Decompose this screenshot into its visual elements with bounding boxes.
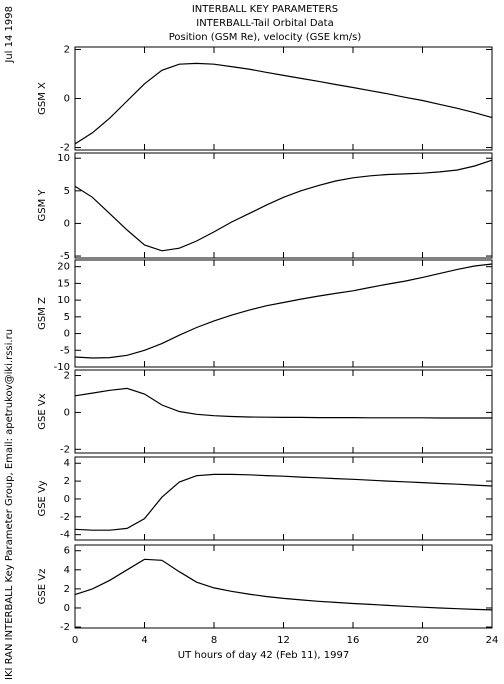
subtitle: INTERBALL-Tail Orbital Data — [196, 18, 333, 29]
y-tick-label: -10 — [54, 362, 70, 373]
y-axis-label: GSM Y — [37, 189, 48, 222]
y-axis-label: GSM X — [37, 82, 48, 115]
y-tick-label: 20 — [57, 262, 70, 273]
x-tick-label: 0 — [72, 635, 78, 646]
y-tick-label: 0 — [64, 407, 70, 418]
y-tick-label: 0 — [64, 494, 70, 505]
plot-frame — [74, 544, 493, 629]
plot-frame — [74, 152, 493, 259]
data-line — [74, 558, 493, 611]
y-tick-label: 2 — [64, 584, 70, 595]
x-tick-label: 16 — [347, 635, 360, 646]
y-tick-label: 0 — [64, 329, 70, 340]
y-tick-label: 10 — [57, 295, 70, 306]
y-tick-label: 0 — [64, 218, 70, 229]
data-line — [74, 159, 493, 252]
y-axis-label: GSE Vx — [37, 393, 48, 429]
y-tick-label: -5 — [60, 345, 70, 356]
plot-frame — [74, 46, 493, 151]
y-tick-label: -2 — [60, 444, 70, 455]
y-tick-label: 4 — [64, 458, 70, 469]
y-tick-label: -4 — [60, 530, 70, 541]
x-tick-label: 8 — [211, 635, 217, 646]
subtitle: Position (GSM Re), velocity (GSE km/s) — [169, 32, 362, 43]
y-tick-label: 15 — [57, 278, 70, 289]
date: Jul 14 1998 — [4, 6, 15, 64]
y-tick-label: 10 — [57, 153, 70, 164]
y-tick-label: 6 — [64, 546, 70, 557]
y-tick-label: -2 — [60, 143, 70, 154]
data-line — [74, 387, 492, 419]
y-axis-label: GSE Vy — [37, 480, 48, 516]
y-tick-label: -2 — [60, 622, 70, 633]
y-tick-label: -5 — [60, 251, 70, 262]
data-line — [74, 62, 493, 145]
data-line — [74, 263, 493, 359]
y-tick-label: -2 — [60, 512, 70, 523]
x-axis-label: UT hours of day 42 (Feb 11), 1997 — [178, 650, 349, 661]
plot-frame — [74, 369, 493, 454]
x-tick-label: 4 — [141, 635, 147, 646]
x-tick-label: 20 — [416, 635, 429, 646]
x-tick-label: 12 — [277, 635, 290, 646]
plot-frame — [74, 456, 493, 541]
y-tick-label: 2 — [64, 371, 70, 382]
y-tick-label: 0 — [64, 603, 70, 614]
title: INTERBALL KEY PARAMETERS — [192, 4, 338, 15]
y-tick-label: 0 — [64, 94, 70, 105]
x-tick-label: 24 — [486, 635, 499, 646]
data-line — [74, 473, 493, 531]
y-tick-label: 5 — [64, 186, 70, 197]
y-axis-label: GSM Z — [37, 297, 48, 330]
y-tick-label: 2 — [64, 44, 70, 55]
y-tick-label: 2 — [64, 476, 70, 487]
y-tick-label: 5 — [64, 312, 70, 323]
credit: IKI RAN INTERBALL Key Parameter Group, E… — [4, 329, 15, 680]
y-axis-label: GSE Vz — [37, 569, 48, 605]
y-tick-label: 4 — [64, 565, 70, 576]
